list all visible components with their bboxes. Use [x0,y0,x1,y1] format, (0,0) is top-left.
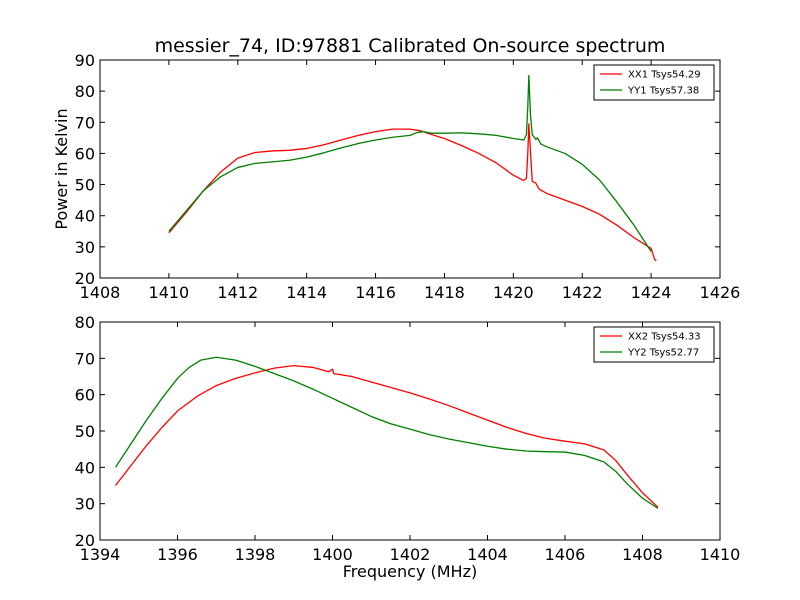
x-tick-label: 1408 [80,283,121,302]
y-tick-label: 60 [75,386,95,405]
legend-bottom: XX2 Tsys54.33 YY2 Tsys52.77 [593,326,715,363]
y-axis-label: Power in Kelvin [52,108,71,229]
panel-bottom: 1394 1396 1398 1400 1402 1404 1406 1408 1410 20 30… [75,313,741,581]
y-tick-label: 20 [75,531,95,550]
series-line-xx2 [114,364,659,508]
x-axis-label: Frequency (MHz) [343,562,477,581]
x-tick-label: 1400 [312,545,353,564]
legend-box [593,326,715,363]
legend-label-yy2: YY2 Tsys52.77 [627,348,699,359]
y-tick-label: 30 [75,495,95,514]
y-tick-label: 30 [75,238,95,257]
y-tick-label: 20 [75,269,95,288]
y-tick-label: 40 [75,458,95,477]
legend-top: XX1 Tsys54.29 YY1 Tsys57.38 [593,64,715,101]
x-tick-label: 1414 [286,283,327,302]
legend-box [593,64,715,101]
plot-frame-top [99,59,721,279]
axis-ticks-top: 1408 1410 1412 1414 1416 1418 1420 1422 1424 1426… [75,51,741,302]
x-tick-label: 1412 [217,283,258,302]
y-tick-label: 60 [75,144,95,163]
x-tick-label: 1396 [157,545,198,564]
x-tick-label: 1410 [149,283,190,302]
x-tick-label: 1410 [700,545,741,564]
y-tick-label: 80 [75,82,95,101]
y-tick-label: 50 [75,176,95,195]
y-tick-label: 70 [75,113,95,132]
y-tick-label: 40 [75,207,95,226]
legend-label-xx2: XX2 Tsys54.33 [628,332,701,343]
x-tick-label: 1408 [622,545,663,564]
series-group-bottom [114,356,659,509]
chart-title: messier_74, ID:97881 Calibrated On-sourc… [155,35,666,57]
x-tick-label: 1424 [631,283,672,302]
x-tick-label: 1404 [467,545,508,564]
y-tick-label: 50 [75,422,95,441]
panel-top: messier_74, ID:97881 Calibrated On-sourc… [52,35,740,302]
plot-frame-bottom [99,321,721,541]
x-tick-label: 1420 [493,283,534,302]
x-tick-label: 1418 [424,283,465,302]
series-line-yy1 [168,74,652,252]
x-tick-label: 1416 [355,283,396,302]
legend-label-xx1: XX1 Tsys54.29 [628,70,701,81]
legend-label-yy1: YY1 Tsys57.38 [627,86,699,97]
x-tick-label: 1394 [80,545,121,564]
y-tick-label: 90 [75,51,95,70]
series-line-yy2 [114,356,659,509]
y-tick-label: 70 [75,349,95,368]
x-tick-label: 1398 [235,545,276,564]
y-tick-label: 80 [75,313,95,332]
x-tick-label: 1406 [545,545,586,564]
series-group-top [168,74,657,262]
x-tick-label: 1402 [390,545,431,564]
x-tick-label: 1426 [700,283,741,302]
series-line-xx1 [168,123,657,262]
x-tick-label: 1422 [562,283,603,302]
